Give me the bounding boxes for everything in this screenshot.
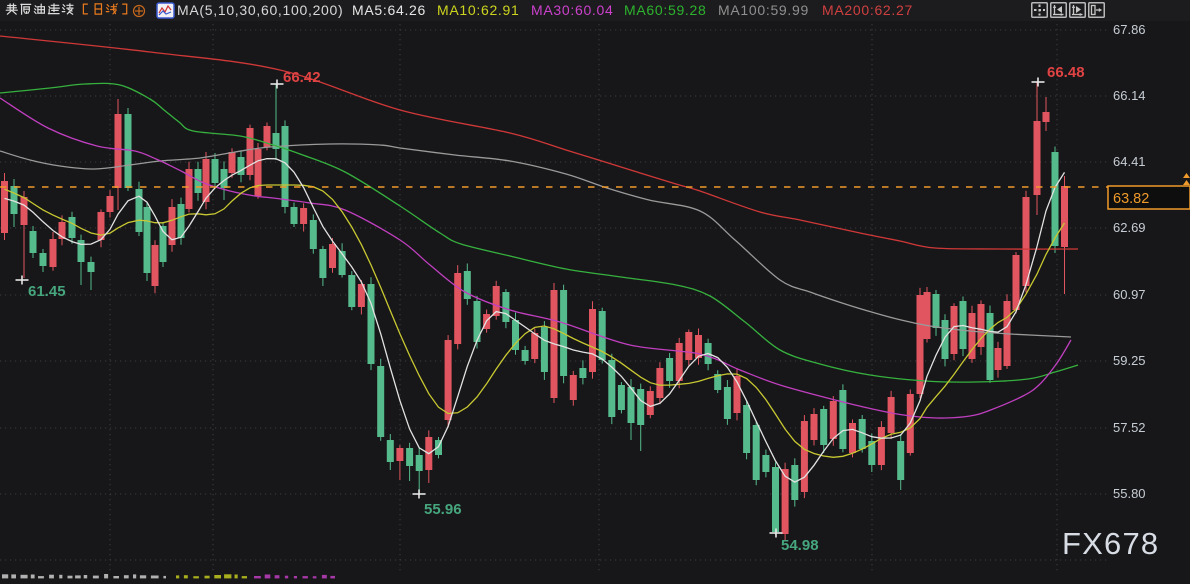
svg-text:55.96: 55.96 [424, 501, 462, 518]
svg-text:66.14: 66.14 [1113, 88, 1146, 103]
svg-text:MA5:64.26: MA5:64.26 [352, 2, 426, 18]
svg-text:60.97: 60.97 [1113, 287, 1146, 302]
svg-text:MA(5,10,30,60,100,200): MA(5,10,30,60,100,200) [177, 2, 343, 18]
svg-text:64.41: 64.41 [1113, 154, 1146, 169]
svg-text:FX678: FX678 [1062, 526, 1159, 561]
svg-text:57.52: 57.52 [1113, 420, 1146, 435]
svg-text:MA200:62.27: MA200:62.27 [822, 2, 913, 18]
svg-text:54.98: 54.98 [781, 537, 819, 554]
svg-text:59.25: 59.25 [1113, 353, 1146, 368]
svg-text:66.48: 66.48 [1047, 64, 1085, 81]
svg-text:MA10:62.91: MA10:62.91 [437, 2, 520, 18]
svg-text:63.82: 63.82 [1113, 191, 1149, 207]
svg-text:55.80: 55.80 [1113, 486, 1146, 501]
svg-text:MA30:60.04: MA30:60.04 [531, 2, 614, 18]
svg-text:61.45: 61.45 [28, 283, 66, 300]
svg-text:MA60:59.28: MA60:59.28 [624, 2, 707, 18]
svg-text:67.86: 67.86 [1113, 22, 1146, 37]
svg-text:66.42: 66.42 [283, 69, 321, 86]
svg-text:MA100:59.99: MA100:59.99 [718, 2, 809, 18]
svg-text:62.69: 62.69 [1113, 220, 1146, 235]
